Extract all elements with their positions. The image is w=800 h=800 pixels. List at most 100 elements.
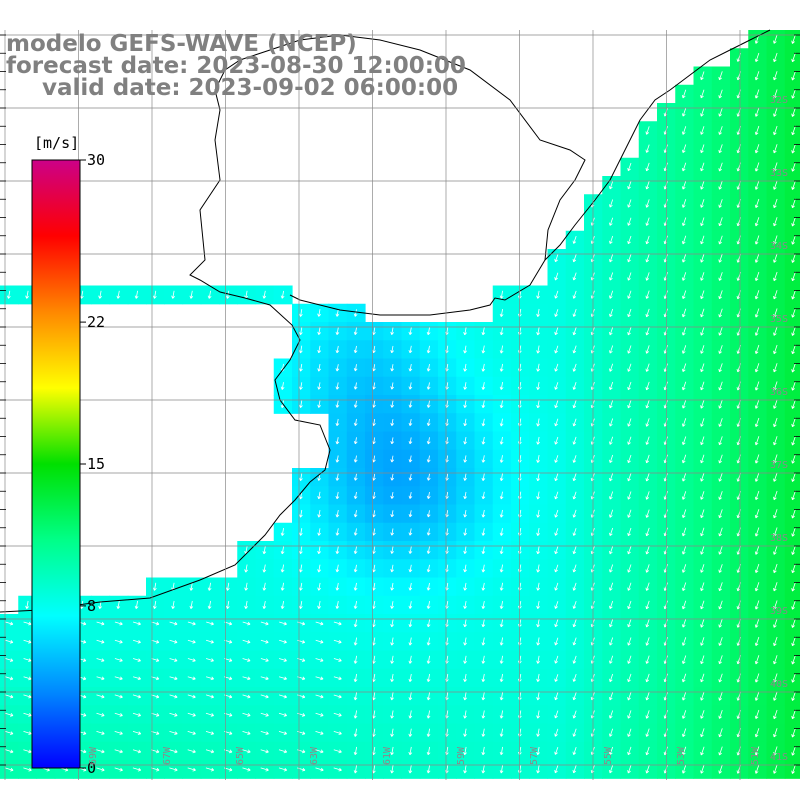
wind-arrow <box>700 235 705 245</box>
wind-cell <box>784 285 800 305</box>
wind-arrow <box>754 600 760 610</box>
wind-arrow <box>554 455 559 463</box>
wind-arrow <box>645 381 650 391</box>
wind-arrow <box>317 327 321 335</box>
wind-arrow <box>554 546 559 555</box>
wind-arrow <box>151 658 160 662</box>
wind-arrow <box>299 564 303 573</box>
wind-arrow <box>426 345 431 354</box>
wind-cell <box>638 358 658 378</box>
wind-arrow <box>499 436 504 445</box>
wind-arrow <box>536 455 540 463</box>
wind-arrow <box>260 749 269 754</box>
wind-arrow <box>791 399 796 409</box>
wind-arrow <box>23 621 32 626</box>
wind-arrow <box>463 673 467 682</box>
latitude-label: 40S <box>770 679 789 690</box>
wind-arrow <box>390 345 395 354</box>
wind-arrow <box>791 454 796 464</box>
wind-arrow <box>718 436 723 446</box>
wind-arrow <box>134 290 139 299</box>
wind-arrow <box>718 728 723 738</box>
wind-arrow <box>645 126 650 135</box>
wind-arrow <box>700 637 705 646</box>
wind-arrow <box>132 694 141 699</box>
wind-cell <box>584 504 603 524</box>
wind-arrow <box>23 676 32 681</box>
wind-cell <box>638 577 658 597</box>
wind-cell <box>784 431 800 451</box>
wind-arrow <box>609 272 614 281</box>
wind-arrow <box>499 673 504 682</box>
wind-arrow <box>260 694 269 699</box>
wind-arrow <box>627 454 632 464</box>
wind-arrow <box>554 728 559 737</box>
wind-arrow <box>754 107 760 117</box>
wind-arrow <box>627 217 632 226</box>
wind-arrow <box>463 510 467 518</box>
wind-arrow <box>408 528 413 536</box>
wind-arrow <box>627 272 632 281</box>
wind-arrow <box>353 400 358 408</box>
wind-arrow <box>718 564 723 573</box>
wind-arrow <box>299 509 303 518</box>
wind-arrow <box>151 694 160 699</box>
wind-arrow <box>114 658 123 662</box>
wind-arrow <box>481 382 486 390</box>
wind-arrow <box>481 582 486 591</box>
wind-arrow <box>426 510 431 518</box>
wind-arrow <box>791 125 796 136</box>
wind-arrow <box>96 749 105 754</box>
wind-arrow <box>572 363 577 372</box>
wind-arrow <box>627 710 632 719</box>
wind-arrow <box>536 308 540 317</box>
wind-arrow <box>317 601 322 609</box>
wind-arrow <box>572 418 577 427</box>
wind-arrow <box>609 418 614 427</box>
wind-arrow <box>791 618 796 628</box>
wind-arrow <box>390 419 395 426</box>
wind-arrow <box>536 619 541 628</box>
wind-arrow <box>390 473 395 481</box>
wind-arrow <box>426 710 431 719</box>
wind-arrow <box>681 144 687 154</box>
wind-arrow <box>390 437 395 445</box>
wind-arrow <box>499 637 504 646</box>
wind-cell <box>711 614 731 633</box>
wind-speed-grid <box>0 30 800 779</box>
wind-cell <box>638 468 658 487</box>
wind-arrow <box>335 582 340 591</box>
wind-arrow <box>773 107 778 117</box>
wind-arrow <box>499 746 504 756</box>
wind-cell <box>711 103 731 122</box>
wind-cell <box>711 176 731 195</box>
wind-arrow <box>315 712 324 717</box>
wind-arrow <box>408 601 413 609</box>
wind-arrow <box>132 731 142 735</box>
wind-arrow <box>681 710 687 719</box>
wind-arrow <box>317 546 322 555</box>
wind-arrow <box>791 253 796 263</box>
wind-cell <box>711 504 731 524</box>
wind-cell <box>784 66 800 86</box>
wind-arrow <box>315 676 324 681</box>
wind-arrow <box>536 601 541 609</box>
wind-arrow <box>481 436 486 445</box>
wind-cell <box>784 632 800 652</box>
wind-arrow <box>572 692 577 701</box>
wind-arrow <box>791 180 796 190</box>
wind-arrow <box>791 417 796 428</box>
wind-arrow <box>333 767 342 772</box>
wind-cell <box>784 413 800 433</box>
wind-arrow <box>262 546 267 555</box>
wind-arrow <box>700 673 705 683</box>
latitude-label: 34S <box>770 241 789 252</box>
wind-arrow <box>187 658 196 662</box>
wind-arrow <box>627 491 632 500</box>
longitude-label: 61W <box>382 746 393 765</box>
wind-cell <box>638 723 658 743</box>
wind-arrow <box>426 418 431 427</box>
wind-arrow <box>187 767 196 772</box>
wind-cell <box>584 322 603 341</box>
